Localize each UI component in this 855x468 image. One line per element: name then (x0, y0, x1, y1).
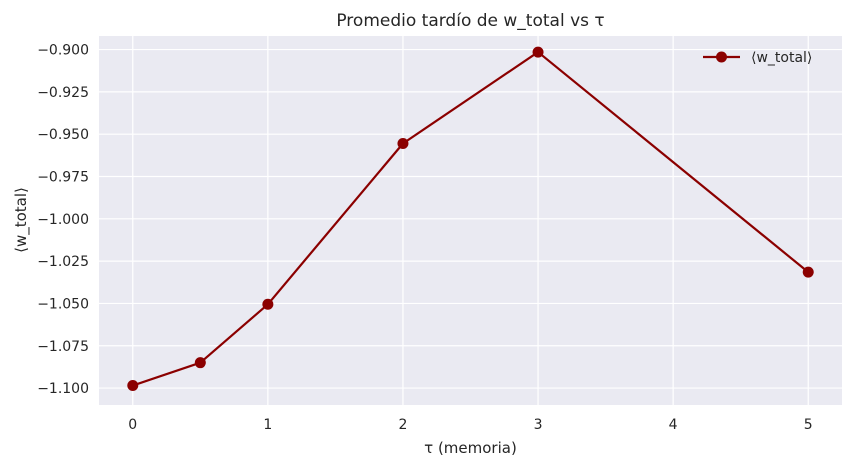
x-tick-label: 2 (398, 417, 407, 433)
y-tick-label: −0.925 (37, 85, 89, 101)
grid (99, 36, 842, 405)
legend-label: ⟨w_total⟩ (751, 50, 812, 66)
legend: ⟨w_total⟩ (703, 50, 812, 66)
y-tick-label: −1.075 (37, 339, 89, 355)
x-tick-label: 3 (534, 417, 543, 433)
series-layer (127, 46, 814, 392)
x-tick-label: 4 (669, 417, 678, 433)
y-axis-ticks: −0.900 −0.925 −0.950 −0.975 −1.000 −1.025 −1.0… (37, 43, 89, 398)
x-tick-label: 0 (128, 417, 137, 433)
y-tick-label: −1.025 (37, 254, 89, 270)
series-line (132, 50, 809, 387)
x-axis-ticks: 0 1 2 3 4 5 (128, 417, 812, 433)
y-tick-label: −1.050 (37, 296, 89, 312)
y-tick-label: −0.975 (37, 169, 89, 185)
y-tick-label: −1.000 (37, 212, 89, 228)
y-tick-label: −0.900 (37, 43, 89, 59)
data-point (127, 380, 139, 392)
x-tick-label: 1 (263, 417, 272, 433)
legend-marker-sample (716, 51, 727, 63)
y-axis-label: ⟨w_total⟩ (12, 187, 31, 253)
y-tick-label: −1.100 (37, 381, 89, 397)
x-tick-label: 5 (804, 417, 813, 433)
chart-title: Promedio tardío de w_total vs τ (336, 11, 604, 31)
data-point (532, 46, 544, 58)
data-point (802, 266, 814, 278)
y-tick-label: −0.950 (37, 127, 89, 143)
data-point (194, 357, 206, 369)
data-point (397, 137, 409, 149)
x-axis-label: τ (memoria) (424, 439, 517, 457)
data-point (262, 298, 274, 310)
